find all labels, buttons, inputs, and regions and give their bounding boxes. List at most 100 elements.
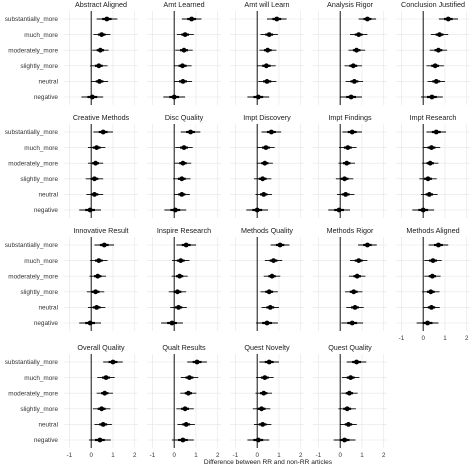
point-estimate-slightly_more: [266, 289, 272, 295]
panel-title: Conclusion Justified: [401, 0, 465, 9]
point-estimate-negative: [336, 207, 342, 213]
point-estimate-negative: [429, 94, 435, 100]
point-estimate-slightly_more: [425, 176, 431, 182]
y-tick-label-moderately_more: moderately_more: [8, 47, 58, 54]
point-estimate-much_more: [96, 258, 102, 263]
y-tick-label-substantially_more: substantially_more: [5, 242, 59, 249]
point-estimate-neutral: [100, 422, 106, 427]
point-estimate-much_more: [182, 32, 188, 37]
point-estimate-substantially_more: [445, 16, 451, 22]
panel-title: Quest Novelty: [244, 343, 290, 352]
point-estimate-moderately_more: [261, 390, 267, 396]
x-tick-label: -1: [399, 335, 405, 342]
y-tick-label-much_more: much_more: [24, 258, 58, 265]
point-estimate-moderately_more: [185, 390, 191, 396]
panel-innovative-result: Innovative Result substantially_more much_…: [5, 226, 138, 331]
y-tick-label-neutral: neutral: [38, 422, 58, 429]
panel-title: Amt will Learn: [244, 0, 289, 9]
point-estimate-slightly_more: [432, 63, 438, 69]
point-estimate-substantially_more: [433, 129, 439, 135]
point-estimate-neutral: [179, 192, 185, 197]
point-estimate-substantially_more: [277, 242, 283, 248]
point-estimate-much_more: [430, 258, 436, 263]
point-estimate-neutral: [183, 422, 189, 427]
point-estimate-much_more: [356, 32, 362, 37]
point-estimate-much_more: [348, 375, 354, 380]
point-estimate-neutral: [176, 305, 181, 310]
panel-overall-quality: Overall Quality substantially_more much_mo…: [5, 343, 138, 459]
point-estimate-neutral: [260, 422, 266, 427]
panel-title: Qualt Results: [162, 343, 206, 352]
x-tick-label: 0: [338, 452, 342, 459]
y-tick-label-much_more: much_more: [24, 375, 58, 382]
point-estimate-negative: [425, 320, 430, 326]
point-estimate-substantially_more: [436, 242, 441, 248]
panel-disc-quality: Disc Quality: [147, 113, 221, 218]
point-estimate-substantially_more: [274, 16, 280, 22]
point-estimate-slightly_more: [259, 406, 264, 412]
point-estimate-much_more: [345, 145, 351, 151]
point-estimate-substantially_more: [189, 16, 195, 22]
point-estimate-slightly_more: [351, 289, 357, 295]
panel-creative-methods: Creative Methods substantially_more much_m…: [5, 113, 138, 218]
point-estimate-moderately_more: [102, 390, 108, 396]
point-estimate-slightly_more: [99, 406, 105, 412]
panel-title: Methods Quality: [241, 226, 293, 235]
panel-title: Impt Discovery: [243, 113, 291, 122]
point-estimate-much_more: [262, 375, 268, 380]
point-estimate-moderately_more: [262, 160, 268, 166]
panel-qualt-results: Qualt Results -1 0 1 2: [147, 343, 221, 459]
point-estimate-neutral: [264, 79, 270, 84]
point-estimate-much_more: [181, 145, 187, 151]
point-estimate-substantially_more: [183, 242, 189, 248]
point-estimate-neutral: [346, 422, 351, 427]
point-estimate-substantially_more: [194, 359, 200, 365]
point-estimate-substantially_more: [110, 359, 116, 365]
y-tick-label-neutral: neutral: [38, 79, 58, 86]
point-estimate-moderately_more: [177, 273, 183, 279]
point-estimate-neutral: [351, 79, 357, 84]
point-estimate-negative: [171, 94, 177, 100]
point-estimate-much_more: [263, 145, 269, 151]
panel-impt-findings: Impt Findings: [313, 113, 387, 218]
x-tick-label: -1: [233, 452, 239, 459]
panel-amt-learned: Amt Learned: [147, 0, 221, 105]
y-tick-label-negative: negative: [34, 320, 59, 327]
y-tick-label-negative: negative: [34, 207, 59, 214]
y-tick-label-much_more: much_more: [24, 145, 58, 152]
x-tick-label: 2: [382, 452, 386, 459]
panel-title: Methods Rigor: [327, 226, 374, 235]
y-tick-label-slightly_more: slightly_more: [20, 176, 58, 183]
point-estimate-negative: [87, 207, 93, 213]
point-estimate-negative: [172, 207, 178, 213]
point-estimate-substantially_more: [365, 16, 370, 22]
point-estimate-negative: [420, 207, 426, 213]
point-estimate-moderately_more: [427, 160, 433, 166]
y-tick-label-much_more: much_more: [24, 32, 58, 39]
point-estimate-slightly_more: [92, 176, 97, 182]
point-estimate-much_more: [429, 145, 434, 151]
panel-title: Disc Quality: [165, 113, 204, 122]
panel-analysis-rigor: Analysis Rigor: [313, 0, 387, 105]
point-estimate-slightly_more: [93, 289, 98, 295]
x-tick-label: 1: [277, 452, 281, 459]
point-estimate-substantially_more: [101, 242, 107, 248]
point-estimate-substantially_more: [268, 129, 274, 135]
point-estimate-slightly_more: [182, 406, 188, 412]
point-estimate-substantially_more: [266, 359, 272, 365]
point-estimate-negative: [255, 437, 261, 443]
point-estimate-neutral: [343, 192, 349, 197]
point-estimate-neutral: [352, 305, 358, 310]
point-estimate-negative: [87, 320, 93, 326]
point-estimate-much_more: [94, 145, 100, 151]
point-estimate-moderately_more: [93, 160, 98, 166]
x-tick-label: 2: [465, 335, 469, 342]
panel-title: Innovative Result: [73, 226, 128, 235]
x-tick-label: 0: [172, 452, 176, 459]
point-estimate-substantially_more: [104, 16, 110, 22]
point-estimate-moderately_more: [344, 160, 350, 166]
y-tick-label-slightly_more: slightly_more: [20, 406, 58, 413]
panel-inspire-research: Inspire Research: [147, 226, 221, 331]
panel-impt-discovery: Impt Discovery: [230, 113, 304, 218]
y-tick-label-moderately_more: moderately_more: [8, 390, 58, 397]
